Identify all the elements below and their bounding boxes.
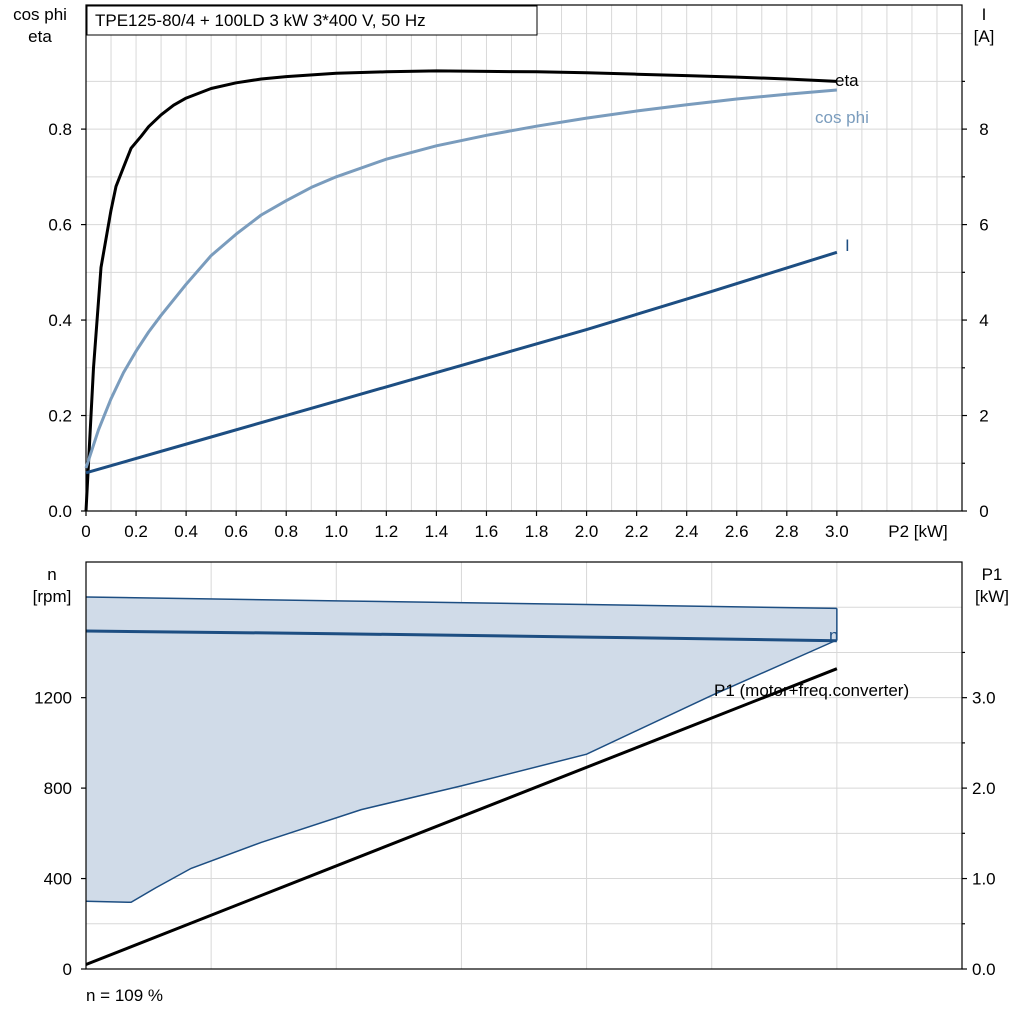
top-right-tick-label: 2 xyxy=(979,407,988,426)
top-chart-frame xyxy=(85,4,963,512)
bottom-left-tick-label: 1200 xyxy=(34,689,72,708)
band-upper-edge xyxy=(85,596,837,610)
top-left-tick-label: 0.6 xyxy=(48,216,72,235)
top-right-axis-label-unit: [A] xyxy=(974,27,995,46)
top-right-tick-label: 0 xyxy=(979,502,988,521)
top-x-tick-label: 1.8 xyxy=(525,522,549,541)
top-left-tick-label: 0.4 xyxy=(48,311,72,330)
top-right-tick-label: 8 xyxy=(979,120,988,139)
chart-title: TPE125-80/4 + 100LD 3 kW 3*400 V, 50 Hz xyxy=(95,11,426,30)
top-x-tick-label: 1.6 xyxy=(475,522,499,541)
series-line-n xyxy=(85,629,837,643)
bottom-right-tick-label: 3.0 xyxy=(972,689,996,708)
bottom-right-tick-label: 2.0 xyxy=(972,779,996,798)
bottom-left-axis-label-n: n xyxy=(47,565,56,584)
bottom-right-tick-label: 1.0 xyxy=(972,870,996,889)
top-x-tick-label: 0 xyxy=(81,522,90,541)
top-x-tick-label: 2.4 xyxy=(675,522,699,541)
top-left-tick-label: 0.2 xyxy=(48,407,72,426)
top-left-tick-label: 0.8 xyxy=(48,120,72,139)
top-chart-ticks: 0 0.2 0.4 0.6 0.8 1.0 1.2 1.4 1.6 1.8 2.0 2.2 2.4 2.6… xyxy=(48,80,989,541)
bottom-left-tick-label: 0 xyxy=(63,960,72,979)
top-x-tick-label: 1.2 xyxy=(375,522,399,541)
bottom-chart-band xyxy=(85,596,838,904)
bottom-right-axis-label-unit: [kW] xyxy=(975,587,1009,606)
bottom-right-tick-label: 0.0 xyxy=(972,960,996,979)
speed-annotation: n = 109 % xyxy=(86,986,163,1005)
series-line-p1 xyxy=(85,667,838,966)
top-x-tick-label: 2.8 xyxy=(775,522,799,541)
series-label-p1: P1 (motor+freq.converter) xyxy=(714,681,909,700)
top-x-tick-label: 1.0 xyxy=(324,522,348,541)
chart-title-box xyxy=(86,5,538,36)
series-line-cos-phi xyxy=(84,88,838,469)
series-line-eta xyxy=(84,69,837,512)
top-right-tick-label: 4 xyxy=(979,311,988,330)
bottom-chart-frame xyxy=(85,561,963,970)
top-chart-grid xyxy=(86,5,962,511)
series-label-n: n xyxy=(829,626,838,645)
bottom-left-tick-label: 800 xyxy=(44,779,72,798)
series-label-current: I xyxy=(845,236,850,255)
top-x-tick-label: 2.0 xyxy=(575,522,599,541)
series-label-cos-phi: cos phi xyxy=(815,108,869,127)
top-left-axis-label-eta: eta xyxy=(28,27,52,46)
top-x-axis-label: P2 [kW] xyxy=(888,522,948,541)
bottom-left-tick-label: 400 xyxy=(44,870,72,889)
series-label-eta: eta xyxy=(835,71,859,90)
series-line-i xyxy=(85,250,838,475)
top-left-axis-label-cosphi: cos phi xyxy=(13,5,67,24)
top-x-tick-label: 2.6 xyxy=(725,522,749,541)
bottom-chart-series xyxy=(85,629,838,966)
top-x-tick-label: 1.4 xyxy=(425,522,449,541)
top-right-axis-label-i: I xyxy=(982,5,987,24)
top-chart-series xyxy=(84,69,838,512)
bottom-right-axis-label-p1: P1 xyxy=(982,565,1003,584)
top-x-tick-label: 0.6 xyxy=(224,522,248,541)
operating-range-band xyxy=(86,597,837,903)
top-x-tick-label: 0.4 xyxy=(174,522,198,541)
top-left-tick-label: 0.0 xyxy=(48,502,72,521)
top-x-tick-label: 3.0 xyxy=(825,522,849,541)
top-x-tick-label: 2.2 xyxy=(625,522,649,541)
bottom-left-axis-label-unit: [rpm] xyxy=(33,587,72,606)
top-x-tick-label: 0.2 xyxy=(124,522,148,541)
top-right-tick-label: 6 xyxy=(979,216,988,235)
top-x-tick-label: 0.8 xyxy=(274,522,298,541)
band-lower-edge xyxy=(85,639,838,904)
bottom-chart-ticks: 0 400 800 1200 0.0 1.0 2.0 3.0 xyxy=(34,651,996,979)
